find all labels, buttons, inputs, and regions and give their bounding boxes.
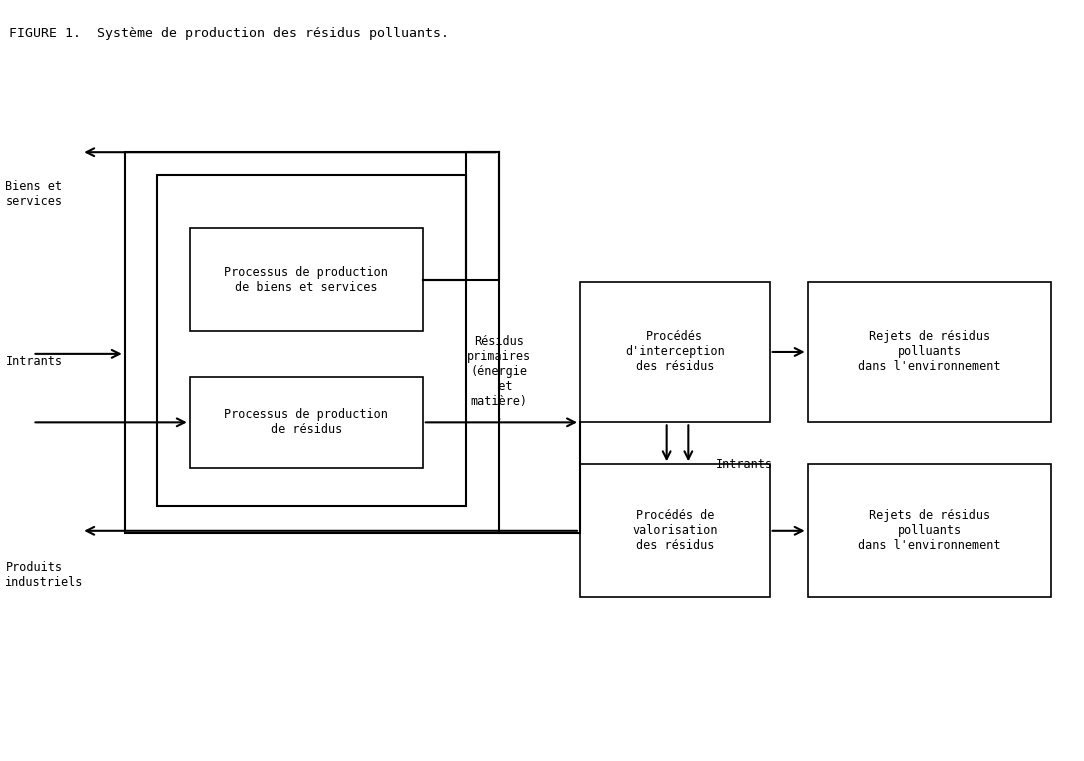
Text: Produits
industriels: Produits industriels xyxy=(5,561,83,588)
Text: Processus de production
de biens et services: Processus de production de biens et serv… xyxy=(224,266,388,294)
Text: Intrants: Intrants xyxy=(715,457,773,471)
Bar xyxy=(808,464,1051,597)
Text: Biens et
services: Biens et services xyxy=(5,180,63,208)
Bar xyxy=(125,152,499,533)
Text: Intrants: Intrants xyxy=(5,355,63,368)
Text: Rejets de résidus
polluants
dans l'environnement: Rejets de résidus polluants dans l'envir… xyxy=(859,509,1001,552)
Text: Rejets de résidus
polluants
dans l'environnement: Rejets de résidus polluants dans l'envir… xyxy=(859,330,1001,374)
Bar xyxy=(190,377,423,468)
Text: FIGURE 1.  Système de production des résidus polluants.: FIGURE 1. Système de production des rési… xyxy=(9,27,449,40)
Bar xyxy=(580,282,770,422)
Text: Résidus
primaires
(énergie
  et
matière)
.: Résidus primaires (énergie et matière) . xyxy=(466,335,531,423)
Bar xyxy=(808,282,1051,422)
Text: Processus de production
de résidus: Processus de production de résidus xyxy=(224,409,388,436)
Text: Procédés de
valorisation
des résidus: Procédés de valorisation des résidus xyxy=(632,509,718,552)
Bar xyxy=(157,175,466,506)
Text: Procédés
d'interception
des résidus: Procédés d'interception des résidus xyxy=(624,330,725,374)
Bar xyxy=(580,464,770,597)
Bar xyxy=(190,228,423,331)
